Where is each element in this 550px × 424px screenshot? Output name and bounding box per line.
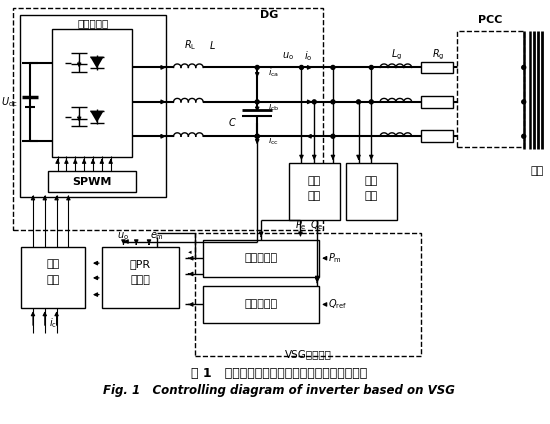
Text: 三相逆变桥: 三相逆变桥 — [78, 18, 108, 28]
Text: SPWM: SPWM — [72, 176, 112, 187]
Bar — [421, 130, 453, 142]
Bar — [20, 15, 166, 197]
Circle shape — [370, 100, 373, 104]
Circle shape — [255, 134, 259, 138]
Text: $L_{\rm g}$: $L_{\rm g}$ — [392, 47, 403, 62]
Circle shape — [522, 65, 526, 70]
Circle shape — [255, 100, 259, 104]
Text: 图 1   基于虚拟同步发电机算法的逆变器控制框图: 图 1 基于虚拟同步发电机算法的逆变器控制框图 — [191, 367, 367, 380]
Text: 控制器: 控制器 — [130, 275, 150, 285]
Text: $e_{\rm m}$: $e_{\rm m}$ — [150, 231, 164, 243]
Text: Fig. 1   Controlling diagram of inverter based on VSG: Fig. 1 Controlling diagram of inverter b… — [103, 385, 455, 397]
Bar — [421, 96, 453, 108]
Circle shape — [522, 134, 526, 138]
Text: $i_{\rm cc}$: $i_{\rm cc}$ — [268, 135, 279, 148]
Text: 准PR: 准PR — [130, 259, 151, 269]
Text: $U_{\rm dc}$: $U_{\rm dc}$ — [2, 95, 18, 109]
Circle shape — [370, 65, 373, 70]
Bar — [52, 29, 133, 157]
Text: 负荷: 负荷 — [365, 191, 378, 201]
Bar — [102, 248, 179, 308]
Text: $R_{\rm g}$: $R_{\rm g}$ — [432, 47, 444, 62]
Bar — [48, 171, 136, 192]
Text: $C$: $C$ — [228, 115, 237, 128]
Text: 功频控制器: 功频控制器 — [245, 253, 278, 263]
Text: $i_{\rm c}$: $i_{\rm c}$ — [48, 316, 57, 330]
Text: 阻尼: 阻尼 — [46, 275, 59, 285]
Circle shape — [312, 100, 316, 104]
Bar — [421, 61, 453, 73]
Text: $i_{\rm o}$: $i_{\rm o}$ — [304, 49, 312, 62]
Text: $R_{\rm L}$: $R_{\rm L}$ — [184, 38, 196, 52]
Text: $i_{\rm cb}$: $i_{\rm cb}$ — [268, 100, 280, 113]
Bar — [457, 31, 524, 147]
Text: $Q_{\rm ref}$: $Q_{\rm ref}$ — [328, 298, 347, 311]
Bar — [289, 163, 340, 220]
Text: $P_{\rm m}$: $P_{\rm m}$ — [328, 251, 342, 265]
Bar — [195, 233, 421, 356]
Polygon shape — [90, 111, 104, 123]
Circle shape — [300, 65, 304, 70]
Bar — [203, 286, 319, 323]
Text: 本地: 本地 — [365, 176, 378, 186]
Circle shape — [331, 134, 335, 138]
Text: 测量: 测量 — [307, 191, 321, 201]
Text: $i_{\rm ca}$: $i_{\rm ca}$ — [268, 66, 279, 78]
Circle shape — [331, 65, 335, 70]
Circle shape — [522, 100, 526, 104]
Bar — [21, 248, 85, 308]
Text: $u_{\rm o}$: $u_{\rm o}$ — [118, 231, 129, 243]
Circle shape — [255, 65, 259, 70]
Text: $Q_{\rm e}$: $Q_{\rm e}$ — [310, 218, 324, 232]
Text: 电网: 电网 — [531, 166, 544, 176]
Text: $L$: $L$ — [208, 39, 216, 51]
Bar — [346, 163, 397, 220]
Bar — [203, 240, 319, 277]
Text: $P_{\rm e}$: $P_{\rm e}$ — [295, 218, 306, 232]
Text: VSG控制部分: VSG控制部分 — [285, 350, 332, 360]
Text: 励磁控制器: 励磁控制器 — [245, 299, 278, 310]
Text: 功率: 功率 — [307, 176, 321, 186]
Polygon shape — [90, 57, 104, 68]
Circle shape — [255, 134, 259, 138]
Text: 有源: 有源 — [46, 259, 59, 269]
Bar — [13, 8, 323, 230]
Text: PCC: PCC — [478, 15, 503, 25]
Text: $u_{\rm o}$: $u_{\rm o}$ — [282, 50, 294, 61]
Circle shape — [356, 100, 360, 104]
Text: DG: DG — [260, 10, 278, 20]
Circle shape — [331, 100, 335, 104]
